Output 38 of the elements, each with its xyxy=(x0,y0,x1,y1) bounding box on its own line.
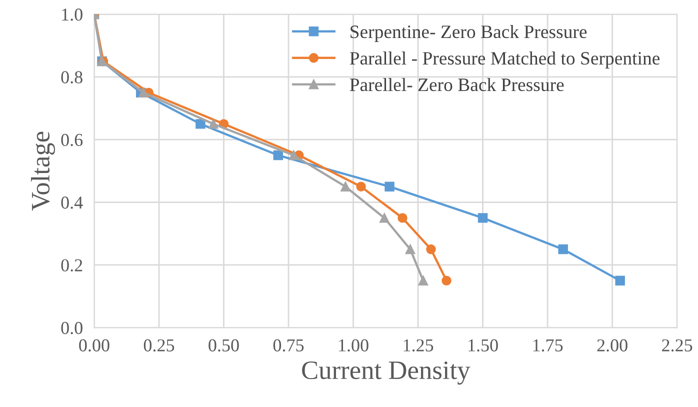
point xyxy=(405,244,416,254)
point xyxy=(356,182,366,192)
x-tick-label: 2.25 xyxy=(662,339,692,352)
legend-label: Parallel - Pressure Matched to Serpentine xyxy=(350,51,660,68)
point xyxy=(196,119,206,129)
point xyxy=(379,213,390,223)
point xyxy=(615,276,625,286)
x-tick-label: 1.25 xyxy=(404,339,434,352)
point xyxy=(398,213,408,223)
y-tick-label: 0.6 xyxy=(61,134,83,146)
point xyxy=(273,150,284,160)
point xyxy=(478,213,488,223)
point xyxy=(426,244,436,254)
x-tick-label: 2.00 xyxy=(597,339,628,352)
y-axis-title: Voltage xyxy=(30,132,55,211)
x-tick-label: 1.00 xyxy=(339,339,368,352)
x-tick-label: 0.00 xyxy=(79,339,110,352)
x-tick-label: 0.25 xyxy=(144,339,174,352)
point xyxy=(558,244,568,254)
y-tick-label: 1.0 xyxy=(62,8,82,21)
x-tick-label: 0.75 xyxy=(273,339,304,352)
y-tick-label: 0.8 xyxy=(61,71,82,84)
x-tick-label: 1.50 xyxy=(468,339,498,352)
y-tick-label: 0.4 xyxy=(61,196,83,209)
point xyxy=(418,276,428,286)
y-tick-label: 0.2 xyxy=(61,259,82,272)
point xyxy=(384,182,394,192)
point xyxy=(288,150,299,160)
x-axis-title: Current Density xyxy=(302,361,470,385)
x-tick-label: 0.50 xyxy=(208,339,239,352)
y-tick-label: 0.0 xyxy=(61,322,82,334)
point xyxy=(138,88,148,98)
legend-label: Parellel- Zero Back Pressure xyxy=(350,78,564,92)
legend-label: Serpentine- Zero Back Pressure xyxy=(350,24,587,42)
x-tick-label: 1.75 xyxy=(533,339,563,352)
point xyxy=(340,182,350,192)
point xyxy=(208,119,218,129)
point xyxy=(442,276,452,286)
